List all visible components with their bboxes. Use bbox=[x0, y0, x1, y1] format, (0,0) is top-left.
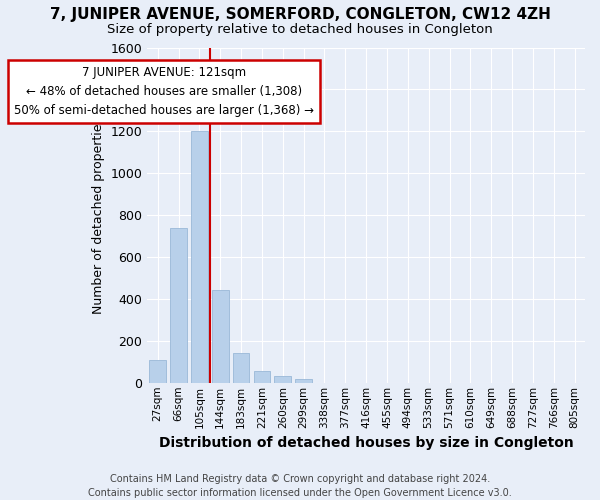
Bar bbox=[191, 132, 208, 383]
Bar bbox=[170, 228, 187, 383]
Bar bbox=[233, 353, 250, 383]
Y-axis label: Number of detached properties: Number of detached properties bbox=[92, 116, 105, 314]
X-axis label: Distribution of detached houses by size in Congleton: Distribution of detached houses by size … bbox=[159, 436, 574, 450]
Text: Size of property relative to detached houses in Congleton: Size of property relative to detached ho… bbox=[107, 22, 493, 36]
Bar bbox=[149, 360, 166, 383]
Text: Contains HM Land Registry data © Crown copyright and database right 2024.
Contai: Contains HM Land Registry data © Crown c… bbox=[88, 474, 512, 498]
Bar bbox=[254, 371, 270, 383]
Text: 7 JUNIPER AVENUE: 121sqm
← 48% of detached houses are smaller (1,308)
50% of sem: 7 JUNIPER AVENUE: 121sqm ← 48% of detach… bbox=[14, 66, 314, 118]
Bar bbox=[212, 290, 229, 383]
Bar bbox=[295, 379, 312, 383]
Text: 7, JUNIPER AVENUE, SOMERFORD, CONGLETON, CW12 4ZH: 7, JUNIPER AVENUE, SOMERFORD, CONGLETON,… bbox=[50, 8, 550, 22]
Bar bbox=[274, 376, 291, 383]
